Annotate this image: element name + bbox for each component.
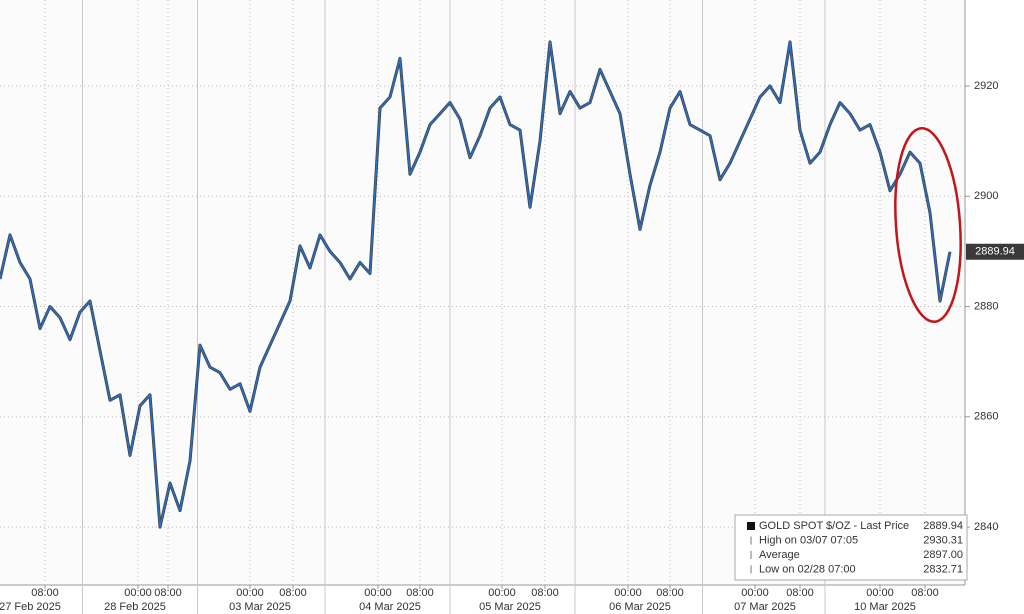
day-label: 05 Mar 2025 bbox=[479, 601, 541, 613]
y-tick-label: 2840 bbox=[974, 521, 998, 533]
legend-value: 2832.71 bbox=[923, 563, 963, 575]
legend-value: 2897.00 bbox=[923, 549, 963, 561]
legend-text: Low on 02/28 07:00 bbox=[759, 563, 856, 575]
day-label: 10 Mar 2025 bbox=[854, 601, 916, 613]
x-tick-label: 00:00 bbox=[364, 587, 392, 599]
x-tick-label: 08:00 bbox=[531, 587, 559, 599]
y-tick-label: 2860 bbox=[974, 411, 998, 423]
y-tick-label: 2900 bbox=[974, 190, 998, 202]
legend-text: GOLD SPOT $/OZ - Last Price bbox=[759, 520, 909, 532]
last-price-box bbox=[966, 243, 1024, 260]
x-tick-label: 08:00 bbox=[786, 587, 814, 599]
legend-value: 2889.94 bbox=[923, 520, 963, 532]
x-tick-label: 08:00 bbox=[911, 587, 939, 599]
x-tick-label: 00:00 bbox=[124, 587, 152, 599]
legend-swatch bbox=[747, 522, 755, 530]
y-tick-label: 2920 bbox=[974, 80, 998, 92]
x-tick-label: 00:00 bbox=[488, 587, 516, 599]
legend: GOLD SPOT $/OZ - Last Price 2889.94 High o… bbox=[734, 514, 968, 581]
plot-area bbox=[0, 0, 965, 585]
x-tick-label: 00:00 bbox=[866, 587, 894, 599]
annotation-ellipse bbox=[894, 126, 962, 324]
x-tick-label: 08:00 bbox=[406, 587, 434, 599]
last-price-label: 2889.94 bbox=[975, 246, 1015, 258]
day-label: 07 Mar 2025 bbox=[734, 601, 796, 613]
x-tick-label: 00:00 bbox=[741, 587, 769, 599]
legend-text: High on 03/07 07:05 bbox=[759, 534, 858, 546]
price-line bbox=[0, 41, 951, 528]
x-tick-label: 00:00 bbox=[614, 587, 642, 599]
legend-text: Average bbox=[759, 549, 800, 561]
day-label: 03 Mar 2025 bbox=[229, 601, 291, 613]
legend-value: 2930.31 bbox=[923, 534, 963, 546]
x-tick-label: 08:00 bbox=[279, 587, 307, 599]
day-label: 27 Feb 2025 bbox=[0, 601, 61, 613]
day-label: 28 Feb 2025 bbox=[104, 601, 166, 613]
x-tick-label: 08:00 bbox=[154, 587, 182, 599]
x-tick-label: 08:00 bbox=[31, 587, 59, 599]
x-tick-label: 00:00 bbox=[236, 587, 264, 599]
y-tick-label: 2880 bbox=[974, 300, 998, 312]
day-label: 04 Mar 2025 bbox=[359, 601, 421, 613]
x-tick-label: 08:00 bbox=[656, 587, 684, 599]
day-label: 06 Mar 2025 bbox=[609, 601, 671, 613]
legend-box bbox=[734, 514, 968, 581]
